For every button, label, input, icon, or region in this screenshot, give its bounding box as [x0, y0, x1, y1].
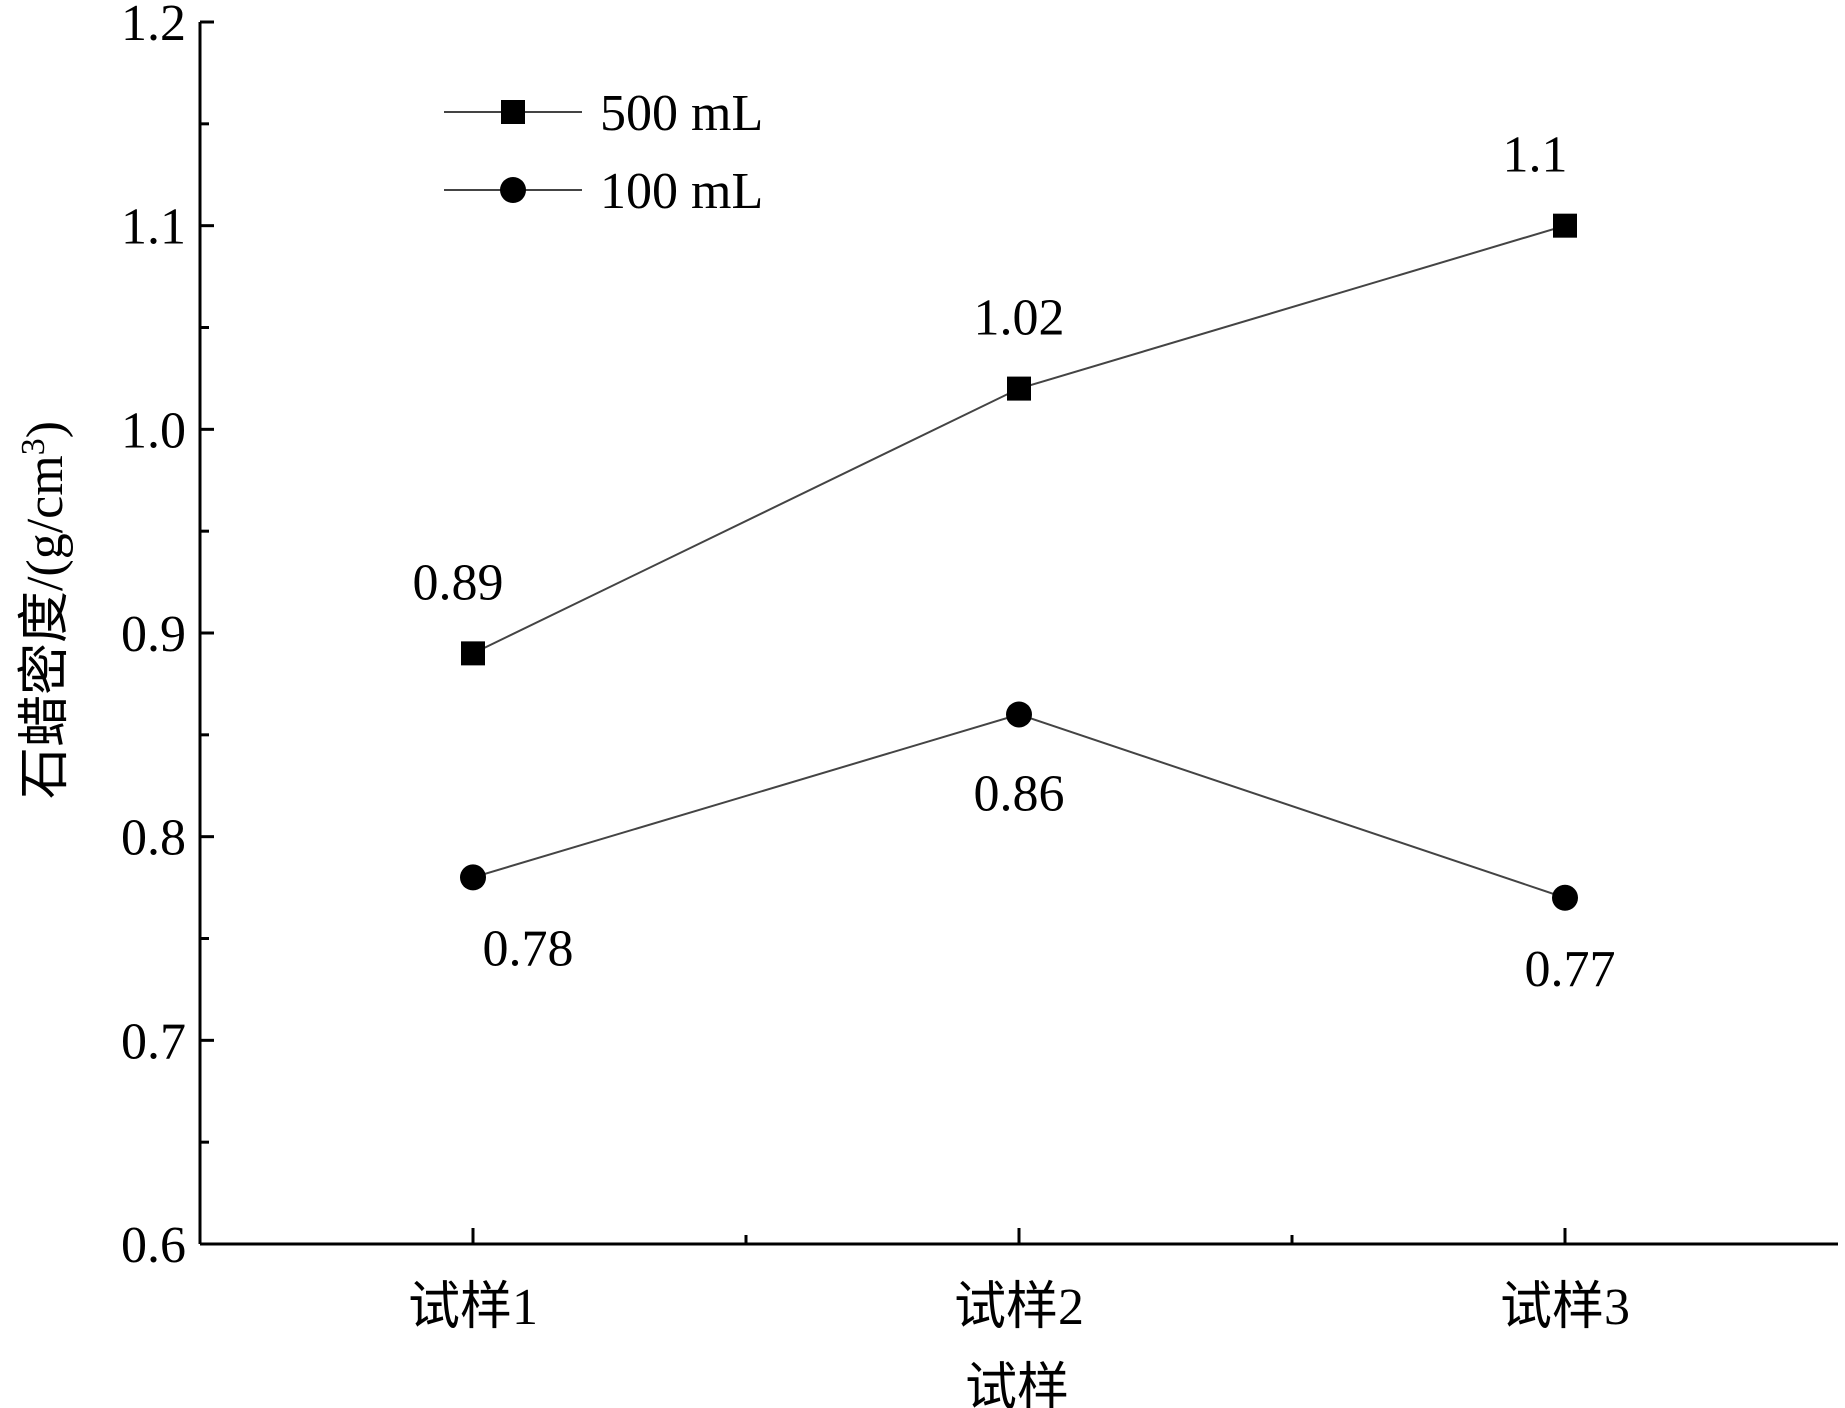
y-tick-label: 1.1 [121, 199, 186, 256]
x-tick-label: 试样1 [408, 1279, 538, 1336]
y-axis-title-superscript: 3 [15, 438, 52, 455]
y-tick-label: 0.8 [121, 810, 186, 867]
legend-label: 100 mL [600, 163, 763, 220]
legend-square-marker [501, 100, 525, 124]
series-layer: 0.89 1.02 1.1 0.78 0.86 0.77 [413, 127, 1616, 998]
x-tick-label: 试样2 [954, 1279, 1084, 1336]
legend-item-1: 500 mL [444, 85, 763, 142]
data-label: 1.1 [1503, 127, 1568, 184]
svg-text:石蜡密度/(g/cm3): 石蜡密度/(g/cm3) [15, 421, 74, 799]
legend-item-2: 100 mL [444, 163, 763, 220]
axes: 0.6 0.7 0.8 0.9 1.0 1.1 1.2 试样1 试样2 试样3 [121, 0, 1838, 1336]
data-label: 0.89 [413, 554, 504, 611]
y-tick-label: 1.0 [121, 402, 186, 459]
circle-marker [460, 864, 486, 891]
series-2: 0.78 0.86 0.77 [460, 701, 1616, 998]
y-axis-title-close: ) [17, 421, 74, 438]
circle-marker [1006, 701, 1032, 728]
circle-marker [1552, 884, 1578, 911]
legend-label: 500 mL [600, 85, 763, 142]
series-1: 0.89 1.02 1.1 [413, 127, 1577, 666]
data-label: 0.78 [483, 920, 574, 977]
y-tick-label: 0.7 [121, 1013, 186, 1070]
y-axis-title-main: 石蜡密度/(g/cm [17, 455, 74, 799]
legend-circle-marker [500, 177, 526, 203]
y-tick-label: 0.6 [121, 1217, 186, 1274]
square-marker [1007, 376, 1031, 401]
data-label: 1.02 [974, 290, 1065, 347]
data-label: 0.86 [974, 765, 1065, 822]
y-tick-label: 1.2 [121, 0, 186, 52]
y-tick-label: 0.9 [121, 606, 186, 663]
x-tick-label: 试样3 [1500, 1279, 1630, 1336]
square-marker [461, 641, 485, 666]
square-marker [1553, 213, 1577, 238]
y-axis-title: 石蜡密度/(g/cm3) [15, 421, 74, 799]
legend: 500 mL 100 mL [444, 85, 763, 220]
x-axis-title: 试样 [965, 1360, 1069, 1408]
data-label: 0.77 [1525, 941, 1616, 998]
